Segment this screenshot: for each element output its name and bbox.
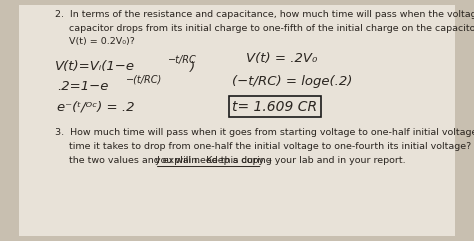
Text: .2=1−e: .2=1−e — [57, 80, 108, 93]
Text: −(t/RC): −(t/RC) — [126, 74, 162, 85]
Text: e⁻(ᵗ/ᴼᶜ) = .2: e⁻(ᵗ/ᴼᶜ) = .2 — [57, 100, 135, 113]
Text: V(t)=Vᵢ(1−e: V(t)=Vᵢ(1−e — [55, 60, 135, 74]
FancyBboxPatch shape — [19, 5, 455, 236]
Text: time it takes to drop from one-half the initial voltage to one-fourth its initia: time it takes to drop from one-half the … — [69, 141, 474, 151]
Text: you will need this during your lab and in your report.: you will need this during your lab and i… — [155, 155, 405, 165]
Text: V(t) = .2V₀: V(t) = .2V₀ — [246, 52, 318, 65]
Text: V(t) = 0.2V₀)?: V(t) = 0.2V₀)? — [69, 37, 135, 47]
Text: 2.  In terms of the resistance and capacitance, how much time will pass when the: 2. In terms of the resistance and capaci… — [55, 10, 474, 19]
Text: the two values and explain.  Keep a copy –: the two values and explain. Keep a copy … — [69, 155, 274, 165]
Text: −t/RC: −t/RC — [168, 54, 197, 65]
Text: (−t/RC) = loge(.2): (−t/RC) = loge(.2) — [232, 75, 353, 88]
Text: ): ) — [190, 61, 195, 74]
Text: t= 1.609 CR: t= 1.609 CR — [232, 100, 318, 114]
Text: capacitor drops from its initial charge to one-fifth of the initial charge on th: capacitor drops from its initial charge … — [69, 24, 474, 33]
Text: 3.  How much time will pass when it goes from starting voltage to one-half initi: 3. How much time will pass when it goes … — [55, 127, 474, 137]
